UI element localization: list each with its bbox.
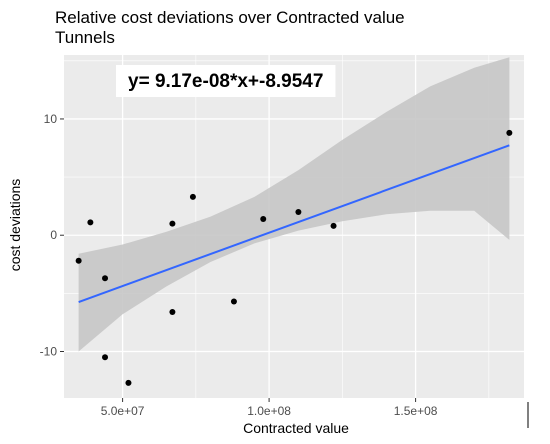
x-tick-label: 1.5e+08: [394, 404, 438, 418]
data-point: [189, 193, 196, 200]
equation-label: y= 9.17e-08*x+-8.9547: [128, 71, 323, 92]
data-points: [75, 129, 513, 386]
x-axis-ticks: 5.0e+07 1.0e+08 1.5e+08: [101, 398, 438, 418]
y-tick-label: 10: [44, 112, 58, 126]
data-point: [230, 298, 237, 305]
data-point: [260, 215, 267, 222]
regression-line: [78, 144, 510, 303]
data-point: [125, 379, 132, 386]
data-point: [75, 257, 82, 264]
data-point: [87, 219, 94, 226]
x-tick-label: 5.0e+07: [101, 404, 145, 418]
data-point: [330, 222, 337, 229]
data-point: [102, 275, 109, 282]
y-tick-label: 0: [50, 228, 57, 242]
equation-box: [116, 65, 336, 97]
data-point: [506, 129, 513, 136]
y-axis-ticks: -10 0 10: [40, 112, 64, 358]
x-axis-title: Contracted value: [243, 420, 349, 436]
data-point: [169, 308, 176, 315]
data-point: [102, 354, 109, 361]
y-axis-title: cost deviations: [7, 179, 23, 272]
chart-subtitle: Tunnels: [55, 28, 115, 47]
data-point: [169, 220, 176, 227]
y-tick-label: -10: [40, 344, 58, 358]
x-tick-label: 1.0e+08: [247, 404, 291, 418]
confidence-band: [78, 57, 510, 352]
chart-title: Relative cost deviations over Contracted…: [55, 8, 405, 27]
data-point: [295, 208, 302, 215]
